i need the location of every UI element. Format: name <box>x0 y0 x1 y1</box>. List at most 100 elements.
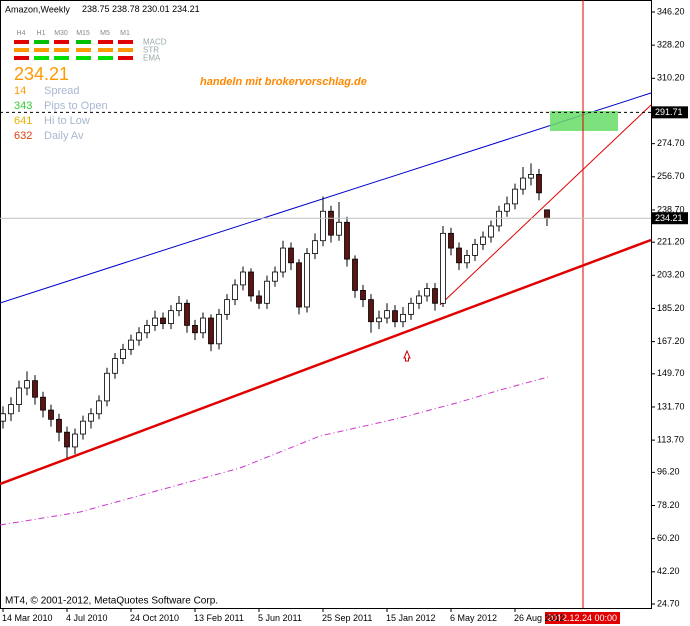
candle-body <box>0 413 6 422</box>
signal-box <box>98 48 113 52</box>
signal-box <box>98 56 113 60</box>
arrow-marker <box>403 349 411 362</box>
x-tick-label: 24 Oct 2010 <box>130 613 179 623</box>
candle-body <box>544 209 550 219</box>
candle-body <box>264 280 270 304</box>
signal-box <box>14 48 29 52</box>
x-tick-label: 26 Aug 2012 <box>514 613 565 623</box>
candle-body <box>96 400 102 415</box>
candle-body <box>400 313 406 323</box>
signal-box <box>54 56 69 60</box>
y-tick-label: 42.20 <box>657 566 680 576</box>
candle-body <box>368 299 374 323</box>
candle-body <box>336 221 342 236</box>
candle-body <box>472 243 478 256</box>
candle-body <box>40 396 46 411</box>
info-label: Daily Av <box>44 130 84 142</box>
ohlc-header: 238.75 238.78 230.01 234.21 <box>82 4 200 14</box>
candle-body <box>152 317 158 326</box>
candle-body <box>32 380 38 398</box>
timeframe-label: H1 <box>37 30 46 37</box>
candle-body <box>464 255 470 264</box>
x-tick-label: 4 Jul 2010 <box>66 613 108 623</box>
candle-body <box>432 288 438 304</box>
candle-body <box>272 271 278 282</box>
candle-body <box>128 339 134 350</box>
candle-body <box>504 203 510 212</box>
signal-box <box>98 40 113 44</box>
price-label: 234.21 <box>655 213 683 223</box>
x-tick-label: 6 May 2012 <box>450 613 497 623</box>
y-tick-label: 149.70 <box>657 368 685 378</box>
candle-body <box>520 177 526 190</box>
candle-body <box>72 433 78 448</box>
signal-box <box>76 48 91 52</box>
candle-body <box>48 409 54 420</box>
candle-body <box>320 210 326 242</box>
signal-box <box>76 56 91 60</box>
x-tick-label: 5 Jun 2011 <box>258 613 302 623</box>
candle-body <box>80 420 86 435</box>
info-label: Pips to Open <box>44 100 108 112</box>
timeframe-label: M15 <box>76 30 90 37</box>
candle-body <box>416 295 422 304</box>
candle-body <box>208 317 214 345</box>
signal-name: MACD <box>143 38 167 47</box>
y-tick-label: 60.20 <box>657 533 680 543</box>
upper-channel <box>0 92 652 304</box>
candle-body <box>144 325 150 334</box>
candle-body <box>352 258 358 291</box>
signal-box <box>14 56 29 60</box>
info-label: Spread <box>44 85 79 97</box>
candle-body <box>360 290 366 301</box>
y-tick-label: 256.70 <box>657 171 685 181</box>
candle-body <box>184 302 190 326</box>
y-tick-label: 274.70 <box>657 138 685 148</box>
candle-body <box>456 247 462 264</box>
candle-body <box>488 225 494 238</box>
y-tick-label: 131.70 <box>657 401 685 411</box>
candle-body <box>528 174 534 179</box>
x-tick-label: 15 Jan 2012 <box>386 613 436 623</box>
timeframe-label: M1 <box>120 30 130 37</box>
y-tick-label: 346.20 <box>657 6 685 16</box>
y-tick-label: 113.70 <box>657 434 684 444</box>
timeframe-label: M30 <box>54 30 68 37</box>
x-tick-label: 13 Feb 2011 <box>194 613 244 623</box>
high-value: 238.78 <box>112 4 140 14</box>
candle-body <box>200 317 206 334</box>
y-tick-label: 78.20 <box>657 500 680 510</box>
y-tick-label: 328.20 <box>657 40 685 50</box>
price-label-box <box>652 212 688 225</box>
candle-body <box>136 332 142 341</box>
candle-body <box>256 295 262 304</box>
y-tick-label: 203.20 <box>657 270 685 280</box>
info-value: 343 <box>14 100 32 112</box>
x-tick-label: 14 Mar 2010 <box>2 613 53 623</box>
candle-body <box>16 387 22 405</box>
candle-body <box>344 221 350 260</box>
signal-box <box>118 56 133 60</box>
candle-body <box>248 271 254 297</box>
signal-box <box>54 40 69 44</box>
y-tick-label: 310.20 <box>657 73 685 83</box>
y-tick-label: 221.20 <box>657 237 685 247</box>
trend-line <box>439 104 652 306</box>
candle-body <box>328 210 334 236</box>
signal-box <box>118 40 133 44</box>
signal-name: EMA <box>143 54 161 63</box>
y-tick-label: 167.20 <box>657 336 685 346</box>
cursor-label: 2012.12.24 00:00 <box>547 613 617 623</box>
candle-body <box>440 232 446 304</box>
candle-body <box>192 325 198 334</box>
signal-box <box>76 40 91 44</box>
candle-body <box>304 253 310 308</box>
level-label: 291.71 <box>655 107 683 117</box>
candle-body <box>232 284 238 301</box>
signal-name: STR <box>143 46 159 55</box>
y-tick-label: 24.70 <box>657 598 680 608</box>
signal-box <box>34 48 49 52</box>
candle-body <box>112 358 118 374</box>
low-value: 230.01 <box>142 4 170 14</box>
